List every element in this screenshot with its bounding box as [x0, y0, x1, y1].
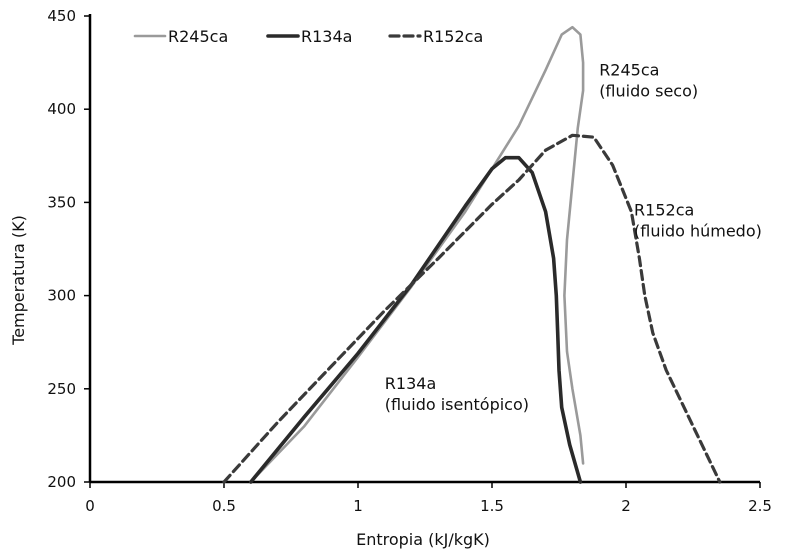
- y-tick-label: 400: [47, 100, 76, 118]
- legend: R245ca R134a R152ca: [133, 27, 483, 46]
- x-tick-label: 1.5: [480, 497, 504, 515]
- annotations: R245ca (fluido seco) R152ca (fluido húmedo)…: [385, 61, 762, 414]
- x-tick-label: 1: [353, 497, 363, 515]
- x-tick-label: 2.5: [748, 497, 772, 515]
- y-tick-label: 200: [47, 473, 76, 491]
- annotation-0-line-1: (fluido seco): [599, 82, 698, 101]
- annotation-1-line-0: R152ca: [634, 200, 694, 219]
- y-tick-label: 250: [47, 380, 76, 398]
- legend-label-r245ca: R245ca: [168, 27, 228, 46]
- y-tick-label: 450: [47, 7, 76, 25]
- series-r134a-line: [249, 155, 583, 484]
- x-axis-label: Entropia (kJ/kgK): [356, 530, 490, 549]
- series-lines: [222, 25, 722, 484]
- ticks: 0 0.5 1 1.5 2 2.5 200 250 300 350 400 450: [47, 7, 772, 515]
- annotation-0-line-0: R245ca: [599, 61, 659, 80]
- legend-label-r134a: R134a: [301, 27, 352, 46]
- y-axis-label: Temperatura (K): [9, 215, 28, 346]
- axes: [88, 14, 760, 484]
- series-r152ca-line: [222, 133, 722, 484]
- annotation-2-line-0: R134a: [385, 374, 436, 393]
- legend-label-r152ca: R152ca: [423, 27, 483, 46]
- y-tick-label: 300: [47, 287, 76, 305]
- x-tick-label: 0.5: [212, 497, 236, 515]
- x-tick-label: 0: [85, 497, 95, 515]
- y-tick-label: 350: [47, 193, 76, 211]
- x-tick-label: 2: [621, 497, 631, 515]
- annotation-2-line-1: (fluido isentópico): [385, 395, 529, 414]
- annotation-1-line-1: (fluido húmedo): [634, 221, 762, 240]
